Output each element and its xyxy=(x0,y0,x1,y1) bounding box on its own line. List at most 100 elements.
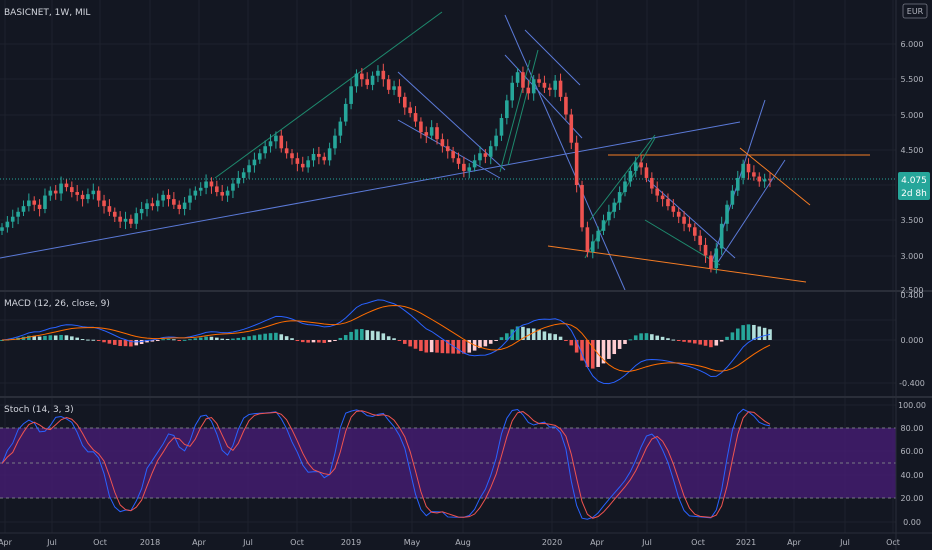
major-downtrend-line[interactable] xyxy=(504,14,626,291)
candle-body xyxy=(112,211,117,217)
candle-body xyxy=(580,185,584,228)
macd-pane-title[interactable]: MACD (12, 26, close, 9) xyxy=(4,299,110,309)
macd-histogram-bar xyxy=(306,340,310,343)
macd-histogram-bar xyxy=(225,338,230,340)
candle-body xyxy=(676,211,681,217)
macd-histogram-bar xyxy=(64,335,69,340)
price-tick-label: 6.000 xyxy=(901,40,924,49)
stoch-pane-title[interactable]: Stoch (14, 3, 3) xyxy=(4,405,74,415)
rising-channel-line[interactable] xyxy=(214,11,443,179)
candle-body xyxy=(574,142,579,185)
macd-histogram-bar xyxy=(617,340,622,349)
macd-histogram-bar xyxy=(182,339,187,341)
macd-histogram-bar xyxy=(209,336,214,340)
time-tick-label: Oct xyxy=(691,538,705,547)
candle-body xyxy=(338,121,343,136)
rally-channel-right[interactable] xyxy=(507,49,539,166)
candle-body xyxy=(295,158,300,164)
macd-histogram-bar xyxy=(633,335,638,340)
macd-histogram-bar xyxy=(462,340,466,354)
macd-histogram-bar xyxy=(569,340,574,346)
long-support-trendline[interactable] xyxy=(0,121,741,259)
macd-histogram-bar xyxy=(408,340,412,347)
macd-histogram-bar xyxy=(155,340,160,341)
candle-body xyxy=(37,204,42,209)
time-tick-label: Oct xyxy=(93,538,107,547)
candle-body xyxy=(392,86,396,90)
macd-histogram-bar xyxy=(161,339,165,341)
macd-histogram-bar xyxy=(655,335,660,340)
macd-line xyxy=(1,299,771,385)
time-tick-label: Apr xyxy=(590,538,605,547)
top-channel-upper[interactable] xyxy=(524,29,581,86)
recovery-channel-upper[interactable] xyxy=(589,134,656,221)
time-tick-label: Apr xyxy=(787,538,802,547)
macd-histogram-bar xyxy=(43,335,47,340)
candle-body xyxy=(650,177,654,189)
candle-body xyxy=(10,216,15,222)
candle-body xyxy=(607,211,611,221)
breakout-trendline-lower[interactable] xyxy=(717,159,786,263)
candle-body xyxy=(70,187,74,193)
candle-body xyxy=(601,220,606,231)
candle-body xyxy=(48,190,53,196)
macd-histogram-bar xyxy=(247,336,251,340)
macd-histogram-bar xyxy=(59,334,63,340)
macd-histogram-bar xyxy=(515,326,520,340)
symbol-title[interactable]: BASICNET, 1W, MIL xyxy=(4,8,90,18)
short-term-downtrend-line[interactable] xyxy=(739,147,811,206)
pullback-channel-lower[interactable] xyxy=(644,219,721,266)
candle-body xyxy=(311,153,316,161)
candle-body xyxy=(429,127,434,136)
macd-histogram-bar xyxy=(177,340,182,341)
candle-body xyxy=(499,118,504,136)
falling-channel-upper[interactable] xyxy=(397,71,506,171)
macd-histogram-bar xyxy=(537,329,541,340)
macd-histogram-bar xyxy=(333,340,337,341)
time-axis-labels: Apr Jul Oct 2018 Apr Jul Oct 2019 May Aug 2020 Apr J… xyxy=(0,538,900,547)
candle-body xyxy=(526,87,531,94)
candle-body xyxy=(703,244,708,256)
support-sloped-line[interactable] xyxy=(547,245,807,283)
candle-body xyxy=(284,148,289,154)
candle-body xyxy=(682,216,686,224)
candle-body xyxy=(220,192,224,196)
price-tick-label: 2.500 xyxy=(901,286,924,295)
stoch-tick-label: 100.00 xyxy=(898,401,926,410)
stoch-axis-labels: 100.00 80.00 60.00 40.00 20.00 0.00 xyxy=(898,401,926,527)
macd-histogram-bar xyxy=(402,340,407,344)
candle-body xyxy=(129,218,133,224)
time-tick-label: 2021 xyxy=(736,538,756,547)
macd-histogram-bar xyxy=(263,333,267,340)
candle-body xyxy=(488,146,493,157)
candle-body xyxy=(27,200,31,207)
macd-histogram-bar xyxy=(585,340,590,367)
candle-body xyxy=(698,235,702,245)
currency-badge[interactable] xyxy=(902,3,928,19)
time-tick-label: 2020 xyxy=(542,538,562,547)
stoch-tick-label: 20.00 xyxy=(901,494,924,503)
macd-histogram-bar xyxy=(172,339,176,341)
candle-body xyxy=(193,190,198,196)
macd-histogram-bar xyxy=(300,340,305,343)
macd-histogram-bar xyxy=(580,340,584,361)
macd-histogram-bar xyxy=(193,338,198,340)
candle-body xyxy=(322,156,327,161)
candle-body xyxy=(693,227,697,236)
macd-histogram-bar xyxy=(553,334,557,340)
time-tick-label: Jul xyxy=(46,538,57,547)
bar-countdown: 2d 8h xyxy=(901,189,927,199)
candle-body xyxy=(537,79,541,83)
stoch-tick-label: 60.00 xyxy=(901,447,924,456)
candle-body xyxy=(548,87,552,90)
macd-histogram-bar xyxy=(693,340,697,344)
macd-histogram-bar xyxy=(370,330,375,340)
rally-channel-left[interactable] xyxy=(499,59,531,173)
macd-histogram-bar xyxy=(48,335,53,340)
candle-body xyxy=(757,176,762,182)
trendline-drawings[interactable] xyxy=(0,11,896,291)
macd-histogram-bar xyxy=(166,338,171,340)
price-candles xyxy=(0,63,772,274)
candle-body xyxy=(709,255,713,269)
